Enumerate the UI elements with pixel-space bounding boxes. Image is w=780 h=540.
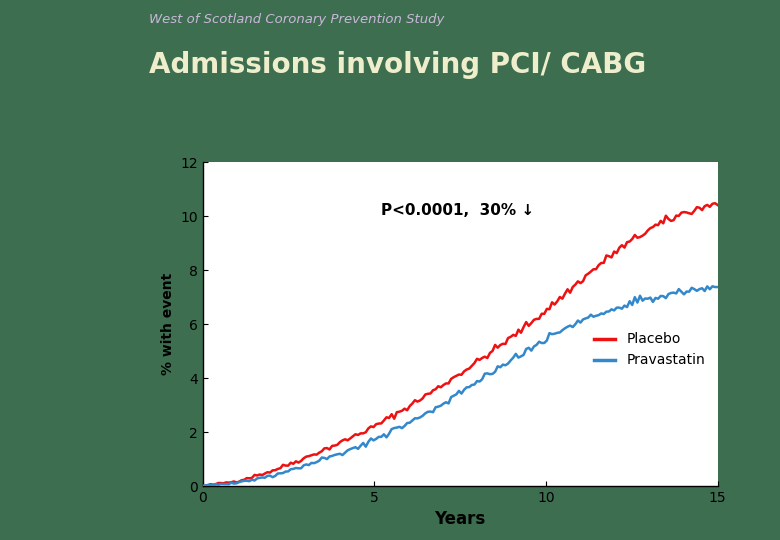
Y-axis label: % with event: % with event [161,273,175,375]
Legend: Placebo, Pravastatin: Placebo, Pravastatin [589,327,711,373]
Text: Admissions involving PCI/ CABG: Admissions involving PCI/ CABG [150,51,647,79]
Text: P<0.0001,  30% ↓: P<0.0001, 30% ↓ [381,203,534,218]
Text: West of Scotland Coronary Prevention Study: West of Scotland Coronary Prevention Stu… [150,14,445,26]
X-axis label: Years: Years [434,510,486,529]
